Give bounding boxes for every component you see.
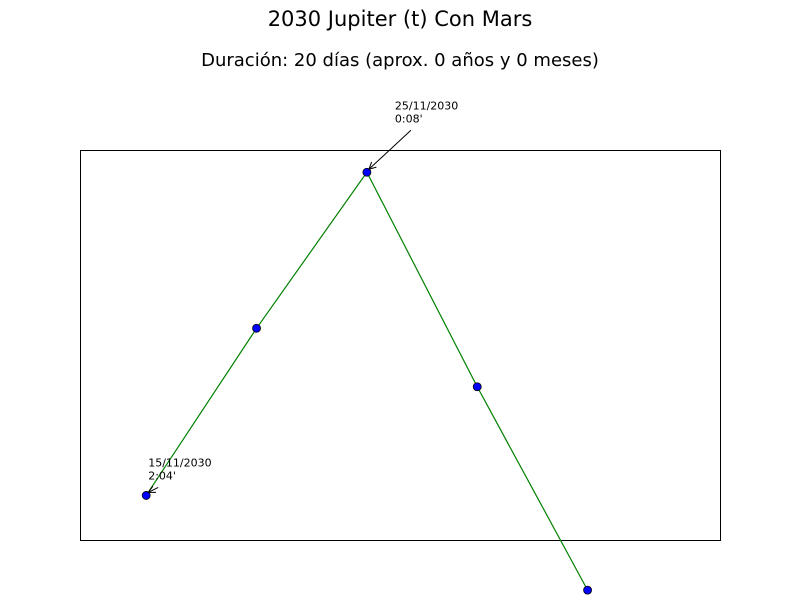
annotation-arrowhead — [368, 161, 377, 171]
series-line-layer — [145, 171, 589, 591]
data-point — [362, 167, 372, 177]
data-point — [252, 323, 261, 333]
series-points-layer — [141, 167, 592, 595]
data-point — [472, 382, 482, 392]
annotation-arrow — [368, 129, 412, 170]
annotation-value: 0:08' — [395, 112, 423, 125]
annotation-date: 25/11/2030 — [395, 99, 458, 112]
annotation-value: 2:04' — [148, 469, 176, 482]
chart-title: 2030 Jupiter (t) Con Mars — [267, 7, 533, 31]
annotation-date: 15/11/2030 — [148, 456, 211, 469]
series-line — [145, 171, 589, 591]
data-point — [141, 491, 151, 500]
chart-subtitle: Duración: 20 días (aprox. 0 años y 0 mes… — [201, 50, 599, 71]
plot-frame — [80, 150, 721, 541]
data-point — [583, 585, 592, 595]
annotation-arrowhead — [147, 485, 157, 493]
annotation-arrow — [147, 486, 159, 493]
